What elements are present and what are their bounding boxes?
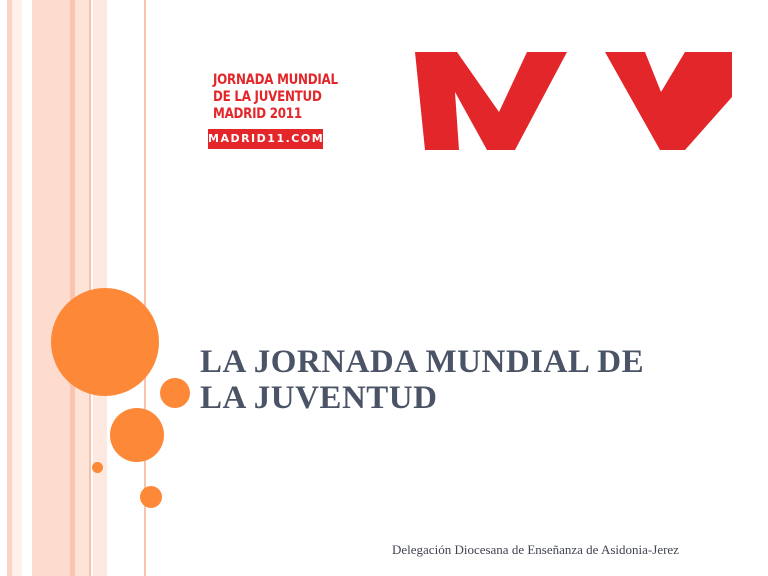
logo-line-3: MADRID 2011: [213, 106, 302, 122]
slide-subtitle: Delegación Diocesana de Enseñanza de Asi…: [392, 542, 679, 557]
decorative-circle-small-2: [140, 486, 162, 508]
logo-graphic-icon: [415, 52, 732, 150]
logo-badge: MADRID11.COM: [208, 129, 323, 149]
slide-title: LA JORNADA MUNDIAL DE LA JUVENTUD: [200, 344, 644, 416]
decorative-circle-large: [51, 288, 159, 396]
logo-line-2: DE LA JUVENTUD: [213, 89, 322, 105]
title-line-1: LA JORNADA MUNDIAL DE: [200, 344, 645, 380]
logo-line-1: JORNADA MUNDIAL: [213, 72, 338, 88]
decorative-circle-medium: [110, 408, 164, 462]
title-line-2: LA JUVENTUD: [200, 380, 438, 416]
decorative-circle-tiny: [92, 462, 103, 473]
decorative-circle-small: [160, 378, 190, 408]
jmj-madrid-2011-logo: JORNADA MUNDIAL DE LA JUVENTUD MADRID 20…: [205, 52, 732, 150]
